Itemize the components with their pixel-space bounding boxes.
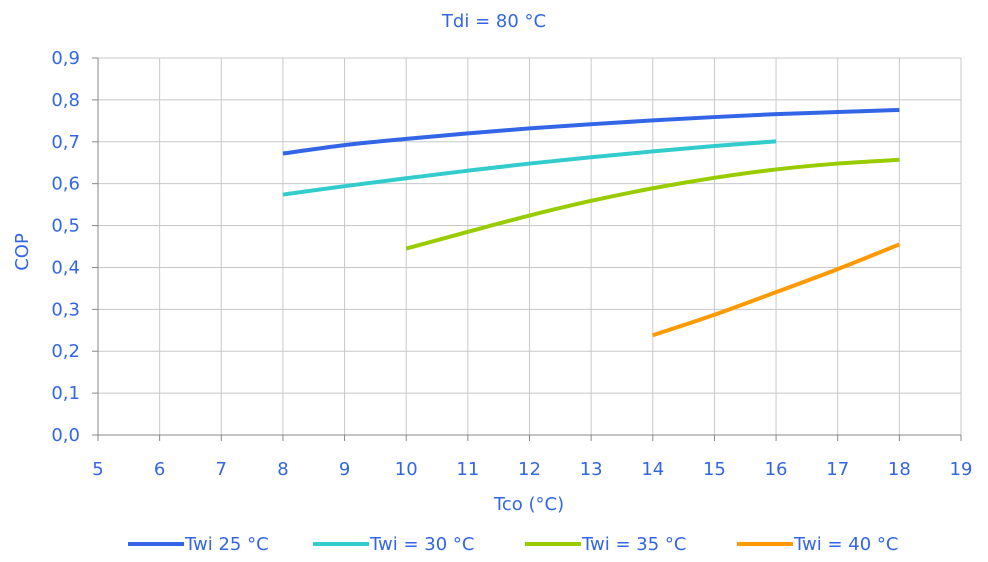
- x-tick-label: 5: [92, 459, 103, 480]
- chart-title: Tdi = 80 °C: [441, 11, 546, 32]
- y-tick-label: 0,5: [51, 216, 80, 237]
- y-tick-label: 0,3: [51, 299, 80, 320]
- series-line-4: [652, 242, 901, 338]
- x-tick-label: 17: [826, 459, 849, 480]
- y-tick-label: 0,2: [51, 341, 80, 362]
- series-line-3: [405, 157, 900, 251]
- x-tick-label: 18: [888, 459, 911, 480]
- x-tick-label: 16: [765, 459, 788, 480]
- y-tick-label: 0,1: [51, 383, 80, 404]
- legend-label-2: Twi = 30 °C: [369, 534, 474, 555]
- series-lines: [282, 107, 901, 338]
- x-tick-label: 15: [703, 459, 726, 480]
- y-tick-label: 0,6: [51, 174, 80, 195]
- y-tick-label: 0,9: [51, 48, 80, 69]
- x-tick-label: 7: [216, 459, 227, 480]
- x-tick-label: 6: [154, 459, 165, 480]
- x-tick-label: 12: [518, 459, 541, 480]
- y-axis-tick-labels: 0,0 0,1 0,2 0,3 0,4 0,5 0,6 0,7 0,8 0,9: [51, 48, 80, 446]
- series-line-2: [282, 139, 777, 197]
- gridlines: [98, 57, 962, 435]
- x-tick-label: 8: [277, 459, 288, 480]
- x-axis-tick-labels: 5 6 7 8 9 10 11 12 13 14 15 16 17 18 19: [92, 459, 972, 480]
- axes: [92, 57, 962, 441]
- x-tick-label: 14: [641, 459, 664, 480]
- y-tick-label: 0,7: [51, 132, 80, 153]
- x-tick-label: 11: [456, 459, 479, 480]
- legend-label-4: Twi = 40 °C: [793, 534, 898, 555]
- x-axis-label: Tco (°C): [493, 494, 564, 515]
- x-tick-label: 19: [950, 459, 973, 480]
- series-line-1: [282, 107, 900, 156]
- y-tick-label: 0,0: [51, 425, 80, 446]
- x-tick-label: 10: [395, 459, 418, 480]
- x-tick-label: 9: [339, 459, 350, 480]
- y-tick-label: 0,8: [51, 90, 80, 111]
- legend-label-1: Twi 25 °C: [184, 534, 269, 555]
- legend-label-3: Twi = 35 °C: [581, 534, 686, 555]
- y-axis-label: COP: [12, 233, 33, 271]
- y-tick-label: 0,4: [51, 257, 80, 278]
- legend: Twi 25 °C Twi = 30 °C Twi = 35 °C Twi = 40 …: [128, 534, 898, 555]
- x-tick-label: 13: [580, 459, 603, 480]
